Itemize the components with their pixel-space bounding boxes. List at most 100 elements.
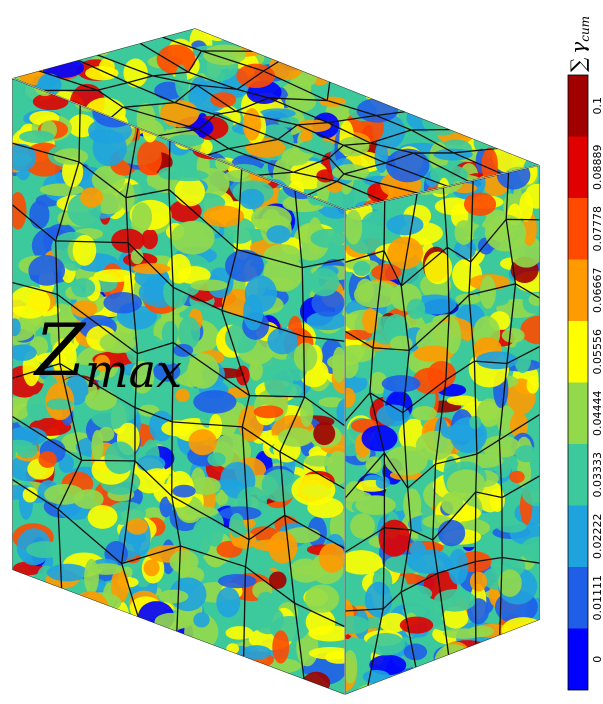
field-patch: [26, 393, 48, 421]
field-patch: [355, 683, 391, 695]
field-patch: [85, 389, 117, 411]
field-patch: [123, 58, 148, 88]
field-patch: [355, 495, 396, 516]
field-patch: [73, 489, 104, 509]
field-patch: [302, 671, 331, 695]
field-patch: [156, 44, 196, 75]
field-patch: [130, 248, 144, 265]
field-patch: [187, 353, 220, 389]
field-patch: [89, 563, 123, 575]
field-patch: [502, 35, 540, 57]
field-patch: [46, 563, 89, 582]
label-subscript: max: [85, 344, 182, 398]
colorbar-tick-label: 0.04444: [591, 391, 603, 437]
field-patch: [481, 147, 498, 183]
field-patch: [29, 200, 50, 230]
field-patch: [305, 608, 336, 636]
field-patch: [509, 470, 525, 484]
field-patch: [498, 31, 519, 47]
field-patch: [432, 28, 459, 51]
field-patch: [446, 469, 486, 499]
field-patch: [400, 32, 444, 60]
field-patch: [12, 143, 37, 172]
field-patch: [345, 550, 383, 575]
colorbar-tick-label: 0.07778: [591, 206, 603, 252]
field-patch: [28, 255, 66, 286]
field-patch: [136, 102, 156, 134]
field-patch: [168, 169, 209, 182]
field-patch: [366, 633, 406, 656]
field-patch: [188, 429, 217, 456]
field-patch: [461, 36, 490, 71]
field-patch: [158, 589, 189, 604]
field-patch: [85, 66, 119, 81]
field-patch: [451, 675, 491, 695]
field-patch: [416, 35, 458, 60]
field-patch: [14, 626, 30, 659]
title-symbol: ∑: [566, 57, 590, 72]
field-patch: [332, 346, 345, 383]
field-patch: [217, 574, 257, 589]
field-patch: [345, 649, 358, 684]
field-patch: [375, 84, 416, 96]
field-patch: [434, 644, 473, 678]
field-patch: [520, 315, 540, 345]
grain-boundaries: [12, 78, 345, 695]
field-patch: [489, 488, 505, 513]
field-patch: [386, 214, 424, 236]
field-patch: [498, 569, 522, 597]
field-patch: [203, 44, 247, 66]
field-patch: [390, 584, 433, 603]
field-patch: [249, 28, 281, 46]
field-patch: [479, 275, 496, 309]
field-patch: [356, 98, 399, 123]
field-patch: [278, 427, 314, 447]
field-patch: [27, 611, 69, 624]
field-patch: [216, 586, 241, 618]
field-patch: [387, 236, 424, 270]
field-patch: [215, 492, 229, 506]
field-patch: [476, 351, 518, 370]
field-patch: [95, 634, 117, 649]
field-patch: [414, 670, 456, 694]
field-patch: [424, 251, 453, 285]
field-patch: [430, 164, 469, 186]
field-patch: [285, 90, 317, 113]
field-patch: [180, 655, 200, 684]
field-patch: [362, 308, 379, 334]
field-patch: [47, 587, 68, 622]
field-patch: [437, 519, 466, 547]
field-patch: [257, 591, 275, 606]
field-patch: [480, 57, 514, 72]
field-patch: [226, 675, 251, 695]
field-patch: [49, 595, 81, 624]
field-patch: [481, 435, 521, 458]
colorbar-bin: [568, 444, 588, 506]
field-patch: [442, 628, 485, 639]
field-patch: [316, 169, 335, 183]
field-patch: [271, 686, 313, 695]
label-main: Z: [33, 308, 87, 392]
field-patch: [469, 415, 482, 429]
field-patch: [26, 541, 63, 558]
field-patch: [165, 666, 194, 678]
field-patch: [161, 321, 179, 347]
field-patch: [368, 371, 388, 395]
field-patch: [87, 505, 118, 529]
field-patch: [281, 147, 310, 166]
field-patch: [108, 32, 133, 44]
field-patch: [493, 672, 509, 695]
field-patch: [332, 40, 360, 68]
field-patch: [205, 28, 230, 42]
field-patch: [110, 568, 129, 604]
field-patch: [310, 228, 345, 248]
field-patch: [463, 192, 497, 216]
field-patch: [469, 571, 488, 592]
field-patch: [224, 169, 256, 183]
field-patch: [272, 630, 290, 664]
field-patch: [99, 332, 136, 354]
field-patch: [412, 30, 455, 64]
field-patch: [331, 28, 358, 43]
field-patch: [166, 253, 192, 284]
